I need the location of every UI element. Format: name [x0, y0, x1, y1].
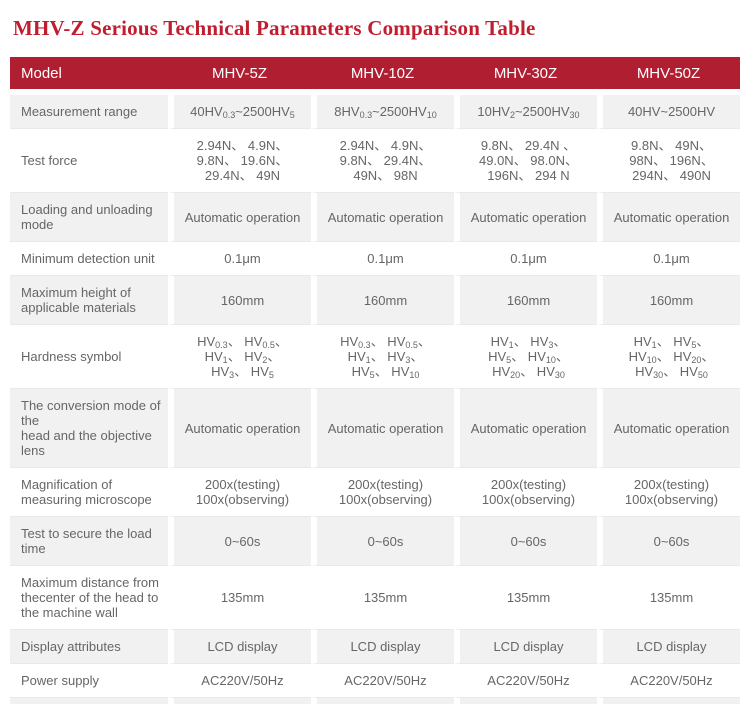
table-cell: HV0.3、 HV0.5、 HV1、 HV2、 HV3、 HV5 [168, 324, 311, 388]
table-cell: AC220V/50Hz [168, 663, 311, 697]
table-cell: 540*220*650mm [597, 697, 740, 704]
table-cell: 0.1μm [311, 241, 454, 275]
table-cell: AC220V/50Hz [311, 663, 454, 697]
table-cell: 0~60s [168, 516, 311, 565]
table-cell: Automatic operation [454, 388, 597, 467]
table-row: Hardness symbol HV0.3、 HV0.5、 HV1、 HV2、 H… [10, 324, 740, 388]
table-cell: 8HV0.3~2500HV10 [311, 95, 454, 128]
row-label: Loading and unloading mode [10, 192, 168, 241]
table-cell: 135mm [597, 565, 740, 629]
table-cell: 160mm [597, 275, 740, 324]
table-cell: AC220V/50Hz [454, 663, 597, 697]
table-row: Display attributes LCD display LCD display… [10, 629, 740, 663]
row-label: Minimum detection unit [10, 241, 168, 275]
header-cell-mhv-10z: MHV-10Z [311, 57, 454, 95]
table-cell: 0.1μm [597, 241, 740, 275]
table-row: Maximum height of applicable materials 16… [10, 275, 740, 324]
table-row: Maximum distance from thecenter of the h… [10, 565, 740, 629]
table-cell: 160mm [311, 275, 454, 324]
row-label: Magnification of measuring microscope [10, 467, 168, 516]
page-title: MHV-Z Serious Technical Parameters Compa… [13, 16, 536, 40]
table-cell: Automatic operation [168, 388, 311, 467]
table-cell: LCD display [168, 629, 311, 663]
table-row: Power supply AC220V/50Hz AC220V/50Hz AC220V… [10, 663, 740, 697]
header-cell-mhv-5z: MHV-5Z [168, 57, 311, 95]
table-cell: LCD display [597, 629, 740, 663]
table-cell: 0~60s [311, 516, 454, 565]
table-cell: 2.94N、 4.9N、 9.8N、 29.4N、 49N、 98N [311, 128, 454, 192]
table-cell: 2.94N、 4.9N、 9.8N、 19.6N、 29.4N、 49N [168, 128, 311, 192]
table-cell: 200x(testing) 100x(observing) [311, 467, 454, 516]
table-cell: HV1、 HV3、 HV5、 HV10、 HV20、 HV30 [454, 324, 597, 388]
table-cell: 540*220*650mm [311, 697, 454, 704]
table-cell: Automatic operation [597, 388, 740, 467]
table-body: Measurement range 40HV0.3~2500HV5 8HV0.3~2… [10, 95, 740, 704]
table-cell: Automatic operation [311, 388, 454, 467]
table-row: Dimension of Exterior540*220*650mm540*22… [10, 697, 740, 704]
table-cell: 40HV~2500HV [597, 95, 740, 128]
table-cell: Automatic operation [311, 192, 454, 241]
table-cell: LCD display [311, 629, 454, 663]
table-header-row: Model MHV-5Z MHV-10Z MHV-30Z MHV-50Z [10, 57, 740, 95]
table-cell: Automatic operation [597, 192, 740, 241]
table-cell: 0.1μm [168, 241, 311, 275]
row-label: Measurement range [10, 95, 168, 128]
table-cell: 540*220*650mm [454, 697, 597, 704]
table-row: Loading and unloading mode Automatic oper… [10, 192, 740, 241]
header-cell-mhv-50z: MHV-50Z [597, 57, 740, 95]
table-cell: 160mm [168, 275, 311, 324]
table-cell: 0~60s [454, 516, 597, 565]
table-row: Magnification of measuring microscope 200… [10, 467, 740, 516]
table-cell: AC220V/50Hz [597, 663, 740, 697]
table-cell: 135mm [311, 565, 454, 629]
table-header: Model MHV-5Z MHV-10Z MHV-30Z MHV-50Z [10, 57, 740, 95]
table-cell: 160mm [454, 275, 597, 324]
table-cell: 9.8N、 29.4N 、 49.0N、 98.0N、 196N、 294 N [454, 128, 597, 192]
header-cell-model: Model [10, 57, 168, 95]
table-row: Test to secure the load time 0~60s 0~60s 0~… [10, 516, 740, 565]
table-row: Test force 2.94N、 4.9N、 9.8N、 19.6N、 29.4… [10, 128, 740, 192]
table-cell: 135mm [168, 565, 311, 629]
table-cell: HV0.3、 HV0.5、 HV1、 HV3、 HV5、 HV10 [311, 324, 454, 388]
row-label: Dimension of Exterior [10, 697, 168, 704]
row-label: Hardness symbol [10, 324, 168, 388]
table-cell: 135mm [454, 565, 597, 629]
row-label: Test force [10, 128, 168, 192]
row-label: The conversion mode of the head and the … [10, 388, 168, 467]
row-label: Maximum distance from thecenter of the h… [10, 565, 168, 629]
table-cell: HV1、 HV5、 HV10、 HV20、 HV30、 HV50 [597, 324, 740, 388]
table-cell: Automatic operation [168, 192, 311, 241]
table-cell: 540*220*650mm [168, 697, 311, 704]
table-cell: 9.8N、 49N、 98N、 196N、 294N、 490N [597, 128, 740, 192]
table-cell: 0~60s [597, 516, 740, 565]
row-label: Display attributes [10, 629, 168, 663]
table-row: Measurement range 40HV0.3~2500HV5 8HV0.3~2… [10, 95, 740, 128]
table-cell: 200x(testing) 100x(observing) [454, 467, 597, 516]
header-cell-mhv-30z: MHV-30Z [454, 57, 597, 95]
row-label: Power supply [10, 663, 168, 697]
row-label: Test to secure the load time [10, 516, 168, 565]
row-label: Maximum height of applicable materials [10, 275, 168, 324]
table-cell: 200x(testing) 100x(observing) [597, 467, 740, 516]
spec-comparison-table: Model MHV-5Z MHV-10Z MHV-30Z MHV-50Z Mea… [10, 57, 740, 704]
table-cell: 40HV0.3~2500HV5 [168, 95, 311, 128]
table-cell: Automatic operation [454, 192, 597, 241]
table-cell: 0.1μm [454, 241, 597, 275]
table-cell: 200x(testing) 100x(observing) [168, 467, 311, 516]
table-cell: LCD display [454, 629, 597, 663]
table-row: The conversion mode of the head and the … [10, 388, 740, 467]
table-row: Minimum detection unit 0.1μm 0.1μm 0.1μm 0.1… [10, 241, 740, 275]
table-cell: 10HV2~2500HV30 [454, 95, 597, 128]
